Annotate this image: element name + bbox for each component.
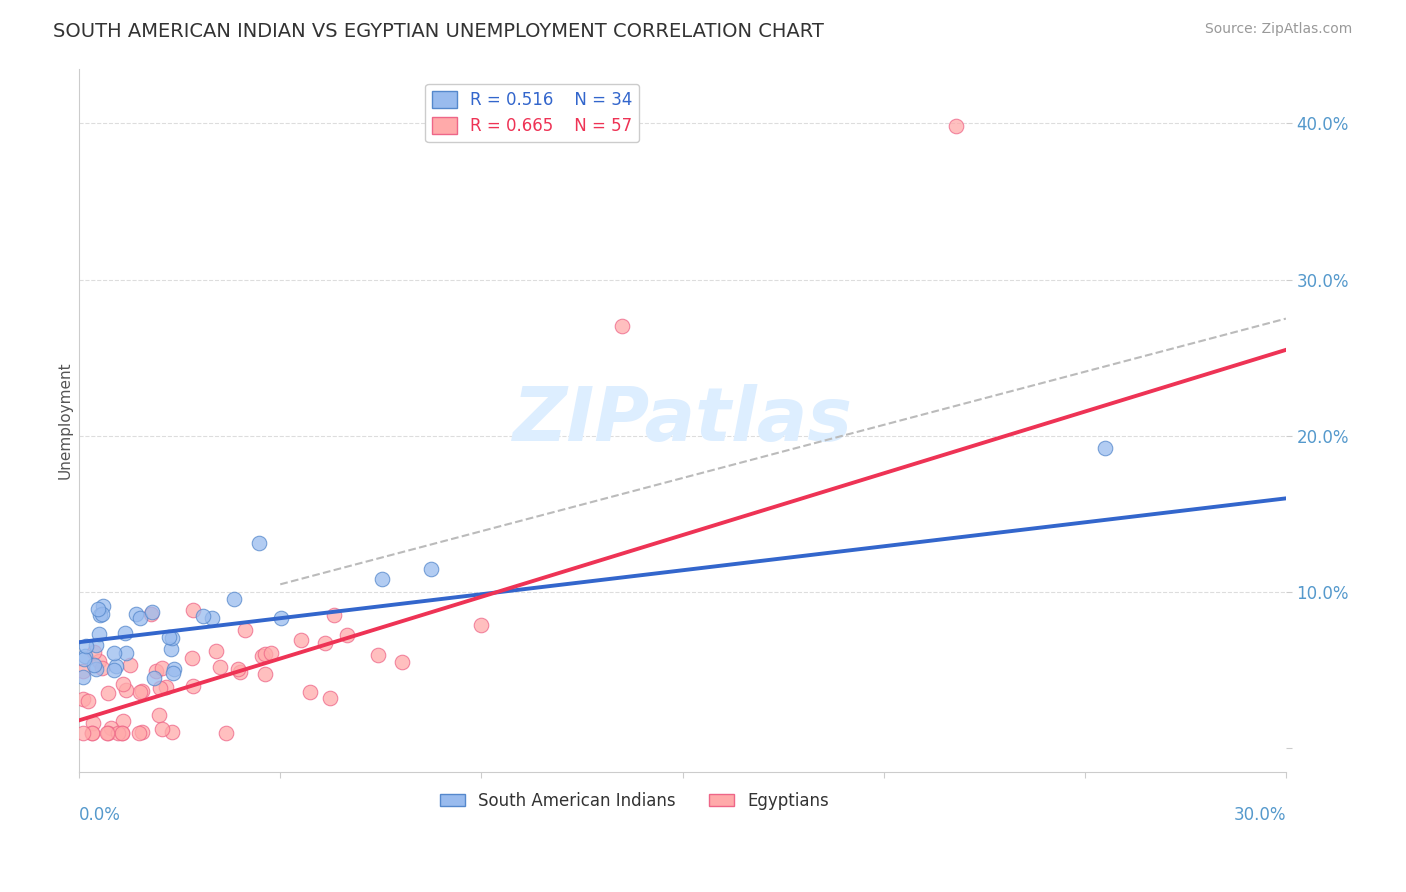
Point xyxy=(155,680,177,694)
Point xyxy=(160,642,183,657)
Point xyxy=(129,611,152,625)
Point xyxy=(290,633,312,648)
Point xyxy=(945,120,967,134)
Point xyxy=(319,691,342,706)
Point xyxy=(112,714,135,728)
Point xyxy=(183,679,205,693)
Point xyxy=(77,694,100,708)
Point xyxy=(181,603,204,617)
Point xyxy=(82,726,104,740)
Point xyxy=(162,666,184,681)
Point xyxy=(103,646,125,660)
Point xyxy=(112,677,135,691)
Point xyxy=(131,683,153,698)
Point xyxy=(107,726,129,740)
Point xyxy=(142,671,165,685)
Point xyxy=(200,611,222,625)
Point xyxy=(247,535,270,549)
Text: SOUTH AMERICAN INDIAN VS EGYPTIAN UNEMPLOYMENT CORRELATION CHART: SOUTH AMERICAN INDIAN VS EGYPTIAN UNEMPL… xyxy=(53,22,824,41)
Point xyxy=(83,658,105,673)
Point xyxy=(111,726,134,740)
Point xyxy=(222,591,245,606)
Point xyxy=(391,655,413,669)
Point xyxy=(148,708,170,723)
Point xyxy=(125,607,148,621)
Point xyxy=(612,319,634,334)
Point xyxy=(152,660,174,674)
Point xyxy=(1094,442,1116,456)
Point xyxy=(91,599,114,613)
Point xyxy=(118,657,141,672)
Point xyxy=(139,607,162,621)
Point xyxy=(97,726,120,740)
Point xyxy=(128,726,150,740)
Point xyxy=(87,654,110,668)
Text: 0.0%: 0.0% xyxy=(79,806,121,824)
Point xyxy=(72,670,94,684)
Text: 30.0%: 30.0% xyxy=(1233,806,1286,824)
Point xyxy=(229,665,252,679)
Point xyxy=(367,648,389,663)
Point xyxy=(87,602,110,616)
Point xyxy=(75,649,97,664)
Point xyxy=(336,627,359,641)
Text: Source: ZipAtlas.com: Source: ZipAtlas.com xyxy=(1205,22,1353,37)
Point xyxy=(254,667,277,681)
Point xyxy=(72,692,94,706)
Point xyxy=(97,686,120,700)
Legend: South American Indians, Egyptians: South American Indians, Egyptians xyxy=(433,785,835,816)
Point xyxy=(149,681,172,695)
Point xyxy=(323,608,346,623)
Point xyxy=(314,636,336,650)
Point xyxy=(253,648,276,662)
Point xyxy=(90,607,112,622)
Point xyxy=(129,684,152,698)
Text: ZIPatlas: ZIPatlas xyxy=(513,384,852,457)
Point xyxy=(100,721,122,735)
Point xyxy=(226,662,249,676)
Point xyxy=(252,649,274,664)
Point xyxy=(233,623,256,637)
Point xyxy=(420,562,443,576)
Point xyxy=(80,726,103,740)
Point xyxy=(131,725,153,739)
Point xyxy=(160,631,183,645)
Point xyxy=(157,630,180,644)
Point xyxy=(260,646,283,660)
Point xyxy=(215,726,238,740)
Point xyxy=(150,722,173,736)
Point xyxy=(75,640,97,654)
Point xyxy=(83,645,105,659)
Point xyxy=(84,638,107,652)
Point xyxy=(104,659,127,673)
Point xyxy=(470,618,492,632)
Point xyxy=(299,684,322,698)
Point xyxy=(208,659,231,673)
Point xyxy=(371,573,394,587)
Y-axis label: Unemployment: Unemployment xyxy=(58,361,72,479)
Point xyxy=(115,647,138,661)
Point xyxy=(72,726,94,740)
Point xyxy=(82,715,104,730)
Point xyxy=(72,664,94,678)
Point xyxy=(89,607,111,622)
Point xyxy=(205,644,228,658)
Point xyxy=(270,611,292,625)
Point xyxy=(191,609,214,624)
Point xyxy=(114,626,136,640)
Point xyxy=(145,664,167,678)
Point xyxy=(91,661,114,675)
Point xyxy=(114,682,136,697)
Point xyxy=(103,663,125,677)
Point xyxy=(89,626,111,640)
Point xyxy=(160,725,183,739)
Point xyxy=(96,726,118,740)
Point xyxy=(163,662,186,676)
Point xyxy=(111,726,134,740)
Point xyxy=(181,650,204,665)
Point xyxy=(141,605,163,619)
Point xyxy=(84,662,107,676)
Point xyxy=(73,652,96,666)
